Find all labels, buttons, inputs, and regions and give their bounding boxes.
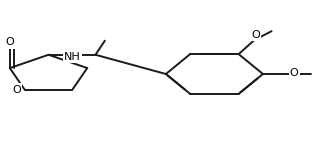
Text: NH: NH: [64, 52, 81, 62]
Text: O: O: [290, 68, 299, 78]
Text: O: O: [5, 37, 14, 48]
Text: O: O: [13, 85, 21, 95]
Text: O: O: [252, 30, 260, 40]
